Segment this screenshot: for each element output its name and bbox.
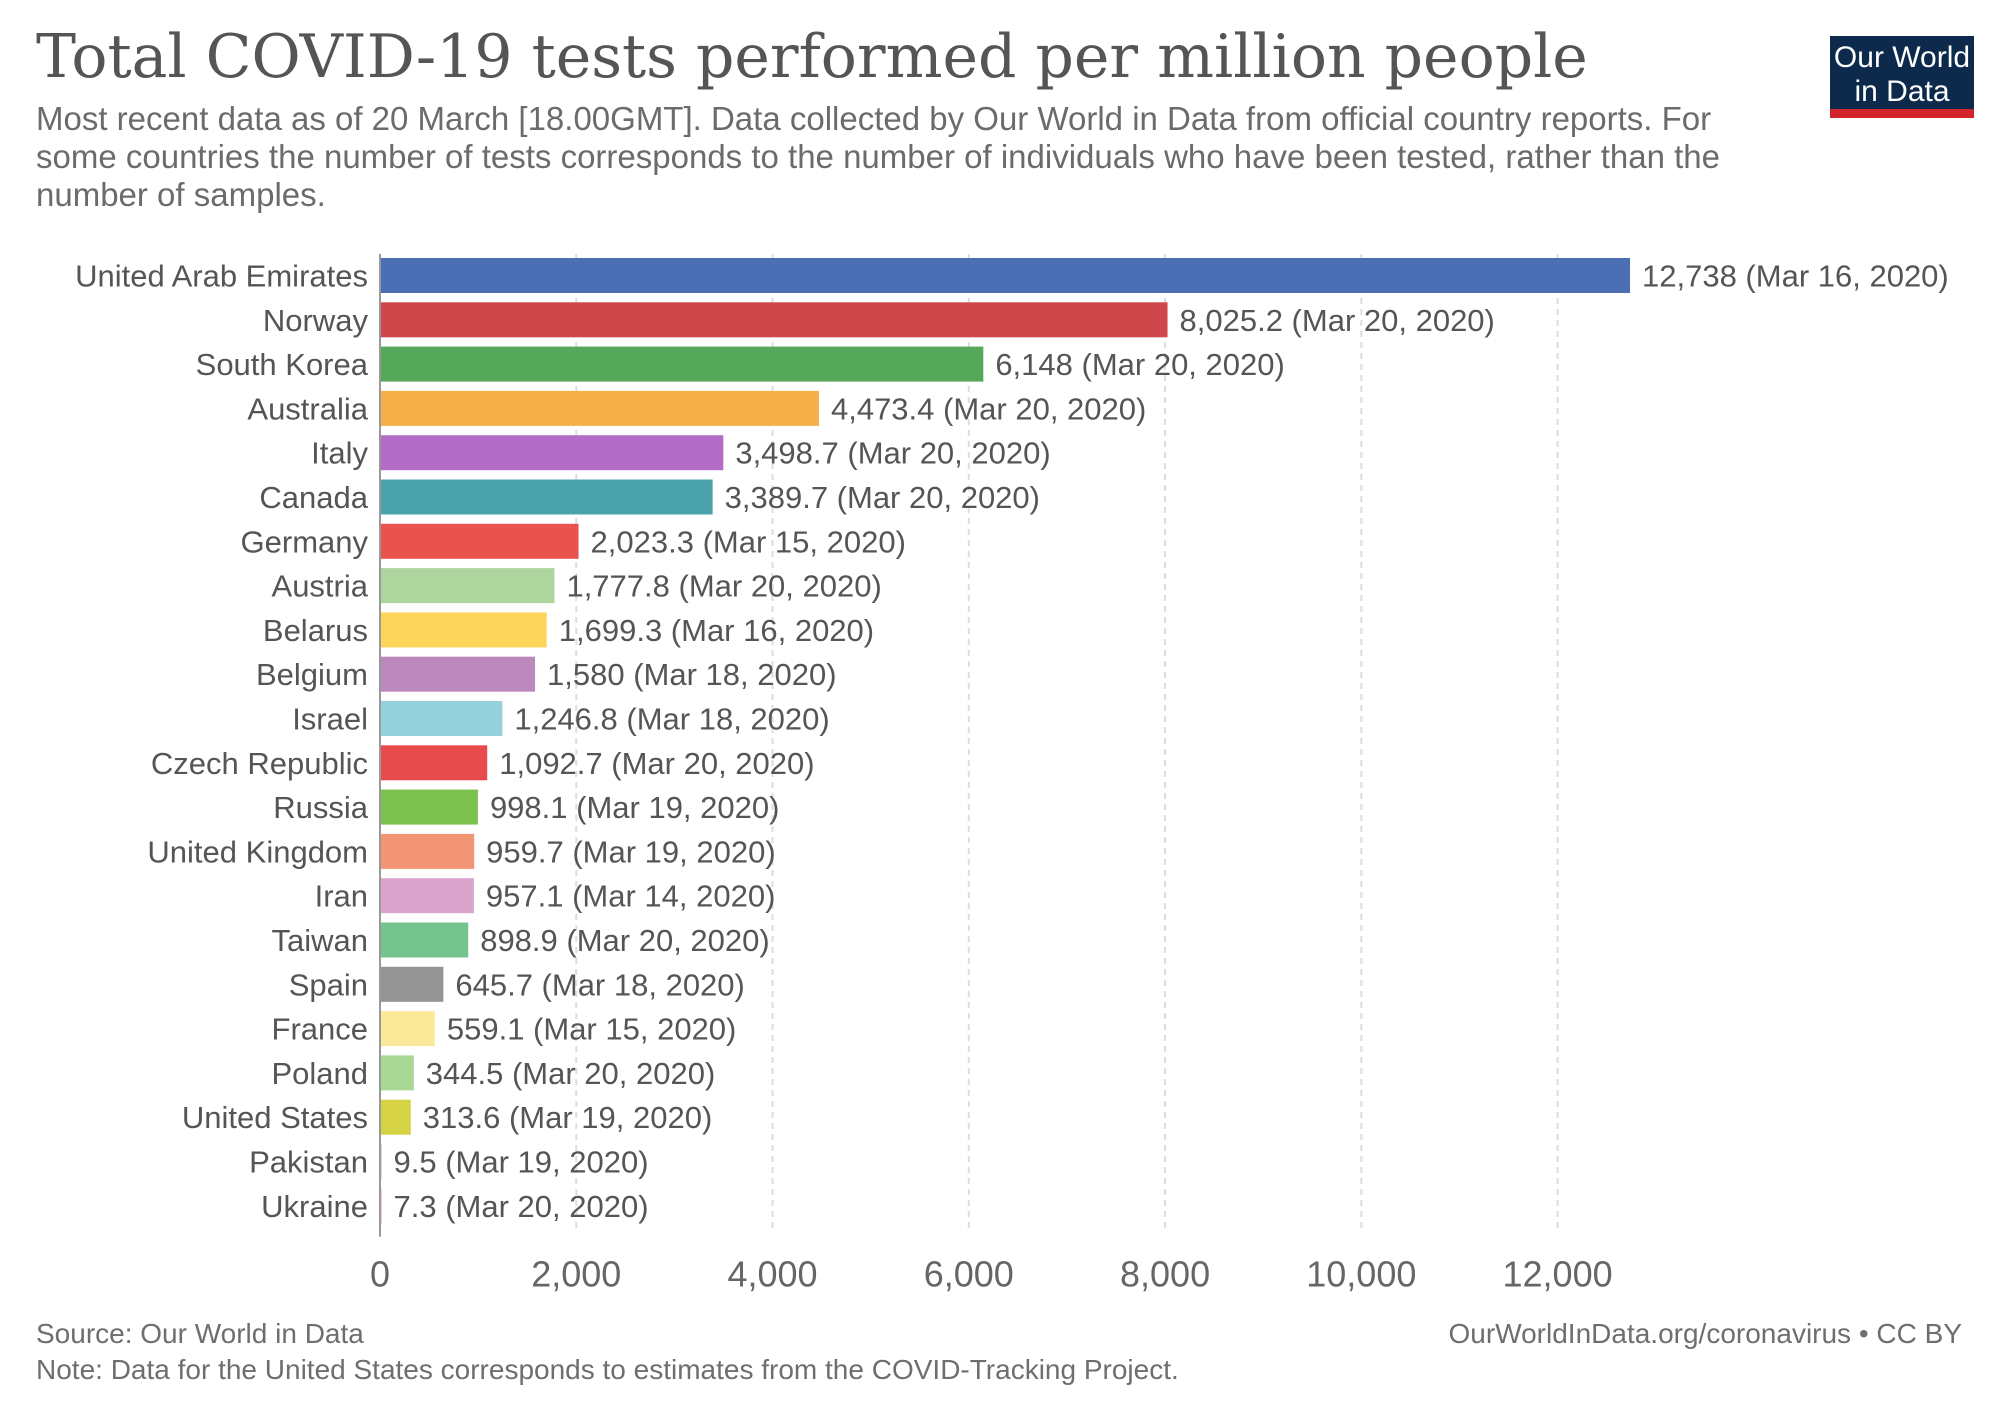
value-label: 4,473.4 (Mar 20, 2020) bbox=[831, 391, 1146, 426]
category-label: Israel bbox=[292, 702, 368, 737]
value-label: 1,092.7 (Mar 20, 2020) bbox=[499, 746, 814, 781]
category-label: United States bbox=[182, 1100, 368, 1135]
category-label: South Korea bbox=[196, 347, 369, 382]
value-label: 559.1 (Mar 15, 2020) bbox=[447, 1012, 737, 1047]
value-label: 1,580 (Mar 18, 2020) bbox=[547, 657, 837, 692]
category-label: France bbox=[272, 1012, 368, 1047]
value-label: 1,699.3 (Mar 16, 2020) bbox=[559, 613, 874, 648]
category-label: Belgium bbox=[256, 657, 368, 692]
value-label: 6,148 (Mar 20, 2020) bbox=[995, 347, 1285, 382]
logo-line-2: in Data bbox=[1854, 75, 1950, 108]
bars: United Arab Emirates 12,738 (Mar 16, 2020… bbox=[75, 258, 1949, 1224]
x-tick-label: 4,000 bbox=[727, 1254, 817, 1295]
x-axis: 0 2,000 4,000 6,000 8,000 10,000 12,000 bbox=[370, 254, 1613, 1295]
bar bbox=[380, 878, 474, 914]
value-label: 998.1 (Mar 19, 2020) bbox=[490, 790, 780, 825]
bar bbox=[380, 1011, 435, 1047]
bar bbox=[380, 612, 547, 648]
owid-logo[interactable]: Our World in Data bbox=[1830, 36, 1974, 118]
x-tick-label: 6,000 bbox=[924, 1254, 1014, 1295]
x-tick-label: 12,000 bbox=[1503, 1254, 1613, 1295]
bar bbox=[380, 1055, 414, 1091]
bar bbox=[380, 390, 819, 426]
value-label: 645.7 (Mar 18, 2020) bbox=[455, 967, 745, 1002]
x-tick-label: 0 bbox=[370, 1254, 390, 1295]
bar bbox=[380, 523, 579, 559]
category-label: Pakistan bbox=[249, 1145, 368, 1180]
bar bbox=[380, 258, 1630, 293]
bar bbox=[380, 966, 444, 1002]
x-tick-label: 10,000 bbox=[1306, 1254, 1416, 1295]
value-label: 313.6 (Mar 19, 2020) bbox=[423, 1100, 713, 1135]
bar bbox=[380, 302, 1168, 338]
category-label: Poland bbox=[271, 1056, 368, 1091]
bar bbox=[380, 745, 488, 781]
bar bbox=[380, 789, 478, 825]
bar-chart: United Arab Emirates 12,738 (Mar 16, 2020… bbox=[75, 254, 1949, 1295]
value-label: 3,498.7 (Mar 20, 2020) bbox=[735, 436, 1050, 471]
chart-title: Total COVID-19 tests performed per milli… bbox=[36, 22, 1588, 92]
category-label: Ukraine bbox=[261, 1189, 368, 1224]
bar bbox=[380, 435, 724, 471]
bar bbox=[380, 479, 713, 515]
category-label: Norway bbox=[263, 303, 369, 338]
x-tick-label: 2,000 bbox=[531, 1254, 621, 1295]
value-label: 8,025.2 (Mar 20, 2020) bbox=[1180, 303, 1495, 338]
logo-line-1: Our World bbox=[1833, 41, 1971, 74]
category-label: Spain bbox=[289, 967, 368, 1002]
value-label: 898.9 (Mar 20, 2020) bbox=[480, 923, 770, 958]
bar bbox=[380, 568, 555, 604]
value-label: 12,738 (Mar 16, 2020) bbox=[1642, 259, 1949, 294]
footer-left: Source: Our World in Data Note: Data for… bbox=[36, 1316, 1179, 1388]
value-label: 1,246.8 (Mar 18, 2020) bbox=[514, 702, 829, 737]
category-label: Taiwan bbox=[272, 923, 369, 958]
value-label: 9.5 (Mar 19, 2020) bbox=[394, 1145, 649, 1180]
value-label: 344.5 (Mar 20, 2020) bbox=[426, 1056, 716, 1091]
value-label: 1,777.8 (Mar 20, 2020) bbox=[566, 569, 881, 604]
footer-url-link[interactable]: OurWorldInData.org/coronavirus • CC BY bbox=[1448, 1318, 1962, 1349]
bar bbox=[380, 922, 469, 958]
value-label: 2,023.3 (Mar 15, 2020) bbox=[591, 524, 906, 559]
bar bbox=[380, 346, 984, 382]
category-label: Germany bbox=[241, 524, 369, 559]
category-label: United Kingdom bbox=[147, 834, 368, 869]
value-label: 957.1 (Mar 14, 2020) bbox=[486, 879, 776, 914]
source-text: Source: Our World in Data bbox=[36, 1318, 364, 1349]
category-label: Belarus bbox=[263, 613, 368, 648]
note-text: Note: Data for the United States corresp… bbox=[36, 1354, 1179, 1385]
category-label: Russia bbox=[273, 790, 369, 825]
value-label: 3,389.7 (Mar 20, 2020) bbox=[725, 480, 1040, 515]
category-label: Canada bbox=[259, 480, 368, 515]
category-label: Italy bbox=[311, 436, 368, 471]
category-label: Australia bbox=[247, 391, 368, 426]
value-label: 7.3 (Mar 20, 2020) bbox=[394, 1189, 649, 1224]
x-tick-label: 8,000 bbox=[1120, 1254, 1210, 1295]
bar bbox=[380, 1099, 411, 1135]
category-label: United Arab Emirates bbox=[75, 259, 368, 294]
category-label: Czech Republic bbox=[151, 746, 368, 781]
value-label: 959.7 (Mar 19, 2020) bbox=[486, 834, 776, 869]
grid-lines bbox=[575, 254, 1559, 1233]
chart-subtitle: Most recent data as of 20 March [18.00GM… bbox=[36, 100, 1720, 213]
category-label: Austria bbox=[272, 569, 369, 604]
bar bbox=[380, 656, 536, 692]
bar bbox=[380, 701, 503, 736]
bar bbox=[380, 833, 475, 869]
category-label: Iran bbox=[315, 879, 368, 914]
